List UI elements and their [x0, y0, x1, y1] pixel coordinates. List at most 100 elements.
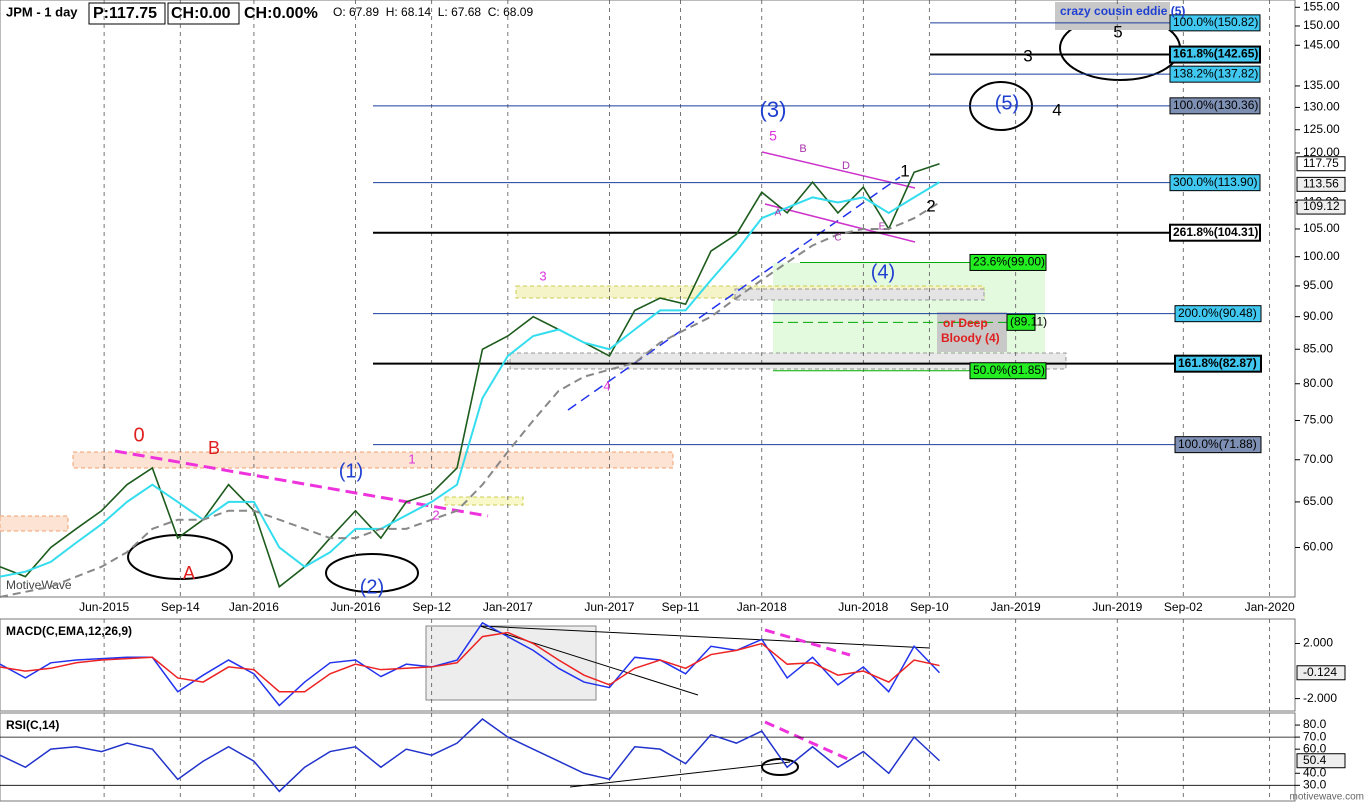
y-tick-label: 90.00	[1303, 309, 1333, 323]
wave-label: A	[775, 208, 782, 219]
x-tick-label: Sep-11	[662, 600, 700, 614]
series-line	[0, 621, 941, 707]
fib-label-box	[1169, 45, 1261, 64]
price-tag-box	[1296, 665, 1346, 681]
fib-label: 100.0%(150.82)	[1173, 15, 1258, 29]
x-tick-label: Sep-14	[161, 600, 200, 614]
fib-label: 200.0%(90.48)	[1178, 306, 1257, 320]
x-tick-label: Jan-2016	[229, 600, 279, 614]
y-tick-label: 100.00	[1303, 249, 1340, 263]
fib-label-box	[1006, 313, 1036, 331]
wave-label: crazy cousin eddie (5)	[1060, 4, 1185, 18]
symbol: JPM - 1 day	[6, 4, 78, 19]
wave-label: 4	[603, 378, 610, 393]
wave-label: 1	[408, 451, 415, 466]
wave-label: 5	[769, 128, 777, 144]
y-tick-label: 70.00	[1303, 452, 1333, 466]
y-tick-label: 130.00	[1303, 100, 1340, 114]
fib-label-box	[1169, 174, 1261, 192]
trend-line	[567, 176, 901, 411]
wave-label: (1)	[339, 460, 363, 482]
x-tick-label: Jun-2016	[330, 600, 380, 614]
fib-label: 100.0%(71.88)	[1178, 437, 1257, 451]
wave-label: A	[183, 563, 195, 583]
x-tick-label: Sep-02	[1164, 600, 1203, 614]
trend-line	[479, 625, 699, 696]
drawings	[0, 2, 1181, 788]
wave-label: 4	[1052, 100, 1061, 119]
wave-label: Bloody (4)	[941, 331, 1000, 345]
note-box	[937, 312, 1007, 352]
panel-title: MACD(C,EMA,12,26,9)	[6, 624, 132, 638]
y-tick-label: 120.00	[1303, 145, 1340, 159]
ellipse	[761, 758, 799, 776]
wave-label: (4)	[871, 261, 895, 283]
wave-label: 0	[133, 424, 144, 446]
fib-label: 161.8%(82.87)	[1178, 356, 1257, 370]
wave-label: (3)	[760, 97, 787, 122]
fib-label-box	[1174, 436, 1262, 454]
zone-box	[509, 352, 1067, 370]
series-line	[0, 718, 941, 793]
x-tick-label: Jan-2018	[737, 600, 787, 614]
y-tick-label: 40.0	[1303, 765, 1327, 779]
price-tag: 109.12	[1303, 199, 1340, 213]
y-tick-label: -2.000	[1303, 691, 1337, 705]
wave-label: (5)	[995, 92, 1019, 114]
note-box	[1055, 2, 1170, 30]
wave-label: B	[208, 438, 220, 458]
wave-label: 1	[900, 161, 909, 180]
zone-box	[72, 451, 674, 469]
x-tick-label: Jun-2019	[1092, 600, 1142, 614]
panel-title: RSI(C,14)	[6, 718, 59, 732]
fib-label-box	[1169, 14, 1261, 32]
y-tick-label: 125.00	[1303, 122, 1340, 136]
logo: MotiveWave	[6, 578, 72, 592]
header-box	[88, 2, 166, 25]
zone-box	[444, 496, 524, 506]
wave-label: C	[834, 233, 841, 244]
trend-line	[569, 761, 791, 788]
x-tick-label: Jan-2017	[483, 600, 533, 614]
ellipse	[325, 553, 419, 593]
y-tick-label: 60.00	[1303, 540, 1333, 554]
y-tick-label: 95.00	[1303, 278, 1333, 292]
fib-label-box	[1174, 305, 1262, 323]
wave-label: 3	[539, 268, 546, 283]
wave-label: 2	[432, 507, 439, 522]
y-tick-label: 70.0	[1303, 729, 1327, 743]
y-tick-label: 105.00	[1303, 221, 1340, 235]
x-tick-label: Jun-2018	[838, 600, 888, 614]
fib-label: 23.6%(99.00)	[973, 255, 1045, 269]
wave-label: D	[842, 160, 850, 172]
fib-label-box	[1169, 65, 1261, 83]
y-tick-label: 155.00	[1303, 0, 1340, 13]
y-tick-label: 65.00	[1303, 494, 1333, 508]
series-line	[0, 201, 941, 598]
fib-label-box	[1169, 223, 1261, 242]
wave-label: 3	[1023, 46, 1032, 65]
header: JPM - 1 day P:117.75 CH:0.00 CH:0.00% O:…	[6, 2, 1364, 803]
price-tag: 113.56	[1303, 177, 1339, 191]
zone-box	[734, 288, 985, 301]
macd-panel	[0, 618, 1296, 712]
series-line	[0, 181, 941, 578]
y-tick-label: 60.0	[1303, 741, 1327, 755]
price-tag-box	[1296, 753, 1346, 769]
price-tag: 50.4	[1303, 753, 1327, 767]
watermark: motivewave.com	[1290, 792, 1364, 803]
wave-label: 5	[1113, 22, 1122, 41]
series-line	[0, 631, 940, 693]
fib-label-box	[1174, 354, 1262, 373]
rsi-panel	[0, 712, 1296, 802]
y-tick-label: 30.0	[1303, 778, 1327, 792]
wave-label: 2	[926, 196, 935, 215]
zone-box	[0, 515, 69, 532]
ohlc: O: 67.89 H: 68.14 L: 67.68 C: 68.09	[333, 5, 533, 19]
fib-label: (89.11)	[1010, 315, 1047, 329]
price-tag-box	[1296, 199, 1346, 215]
x-tick-label: Jun-2017	[584, 600, 634, 614]
last-price: P:117.75	[93, 5, 157, 22]
fib-label: 100.0%(130.36)	[1173, 98, 1258, 112]
